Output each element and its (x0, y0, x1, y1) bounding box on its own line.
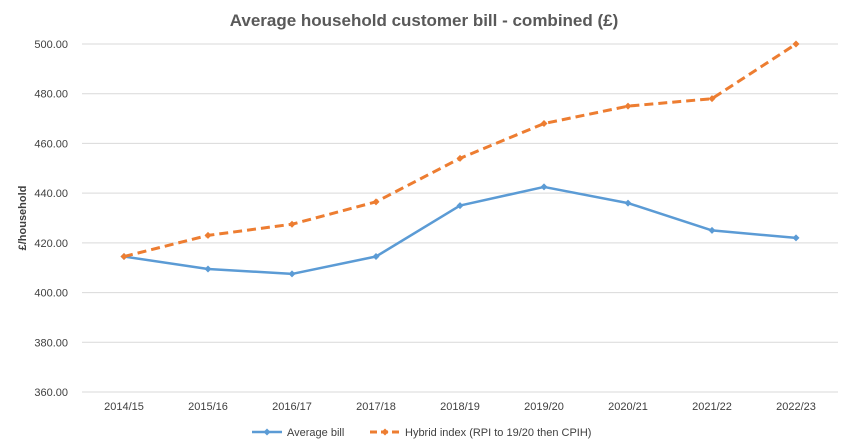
series-2-point (456, 154, 464, 162)
series-2-point (204, 231, 212, 239)
y-tick-label: 360.00 (34, 387, 68, 399)
series-1-point (372, 253, 380, 261)
series-1-point (540, 183, 548, 191)
series-1-point (708, 226, 716, 234)
y-tick-label: 460.00 (34, 138, 68, 150)
x-tick-label: 2019/20 (524, 401, 564, 413)
y-axis-label: £/household (17, 186, 29, 251)
series-1-point (288, 270, 296, 278)
series-2-point (288, 220, 296, 228)
series-group (120, 40, 800, 278)
series-1-point (792, 234, 800, 242)
x-tick-label: 2021/22 (692, 401, 732, 413)
series-2-point (792, 40, 800, 48)
chart-title: Average household customer bill - combin… (230, 11, 619, 30)
x-tick-label: 2014/15 (104, 401, 144, 413)
series-1-point (204, 265, 212, 273)
x-axis-ticks: 2014/15 2015/16 2016/17 2017/18 2018/19 2019/… (104, 401, 816, 413)
series-2-point (624, 102, 632, 110)
series-2-point (120, 253, 128, 261)
series-line-1 (123, 185, 797, 276)
y-tick-label: 420.00 (34, 238, 68, 250)
x-tick-label: 2022/23 (776, 401, 816, 413)
series-2-point (708, 95, 716, 103)
x-tick-label: 2017/18 (356, 401, 396, 413)
series-1-point (624, 199, 632, 207)
y-tick-label: 500.00 (34, 39, 68, 51)
legend-marker-2 (381, 428, 389, 436)
series-2-point (372, 198, 380, 206)
y-axis-ticks: 360.00 380.00 400.00 420.00 440.00 460.00 480.… (34, 39, 68, 399)
x-tick-label: 2016/17 (272, 401, 312, 413)
y-tick-label: 380.00 (34, 337, 68, 349)
legend-label-1: Average bill (287, 427, 344, 439)
series-2-point (540, 120, 548, 128)
y-tick-label: 400.00 (34, 288, 68, 300)
gridlines (82, 43, 838, 393)
x-tick-label: 2015/16 (188, 401, 228, 413)
legend-marker-1 (263, 428, 271, 436)
series-1-point (456, 202, 464, 210)
x-tick-label: 2018/19 (440, 401, 480, 413)
y-tick-label: 480.00 (34, 89, 68, 101)
legend: Average bill Hybrid index (RPI to 19/20 t… (252, 427, 591, 439)
legend-label-2: Hybrid index (RPI to 19/20 then CPIH) (405, 427, 591, 439)
y-tick-label: 440.00 (34, 188, 68, 200)
x-tick-label: 2020/21 (608, 401, 648, 413)
